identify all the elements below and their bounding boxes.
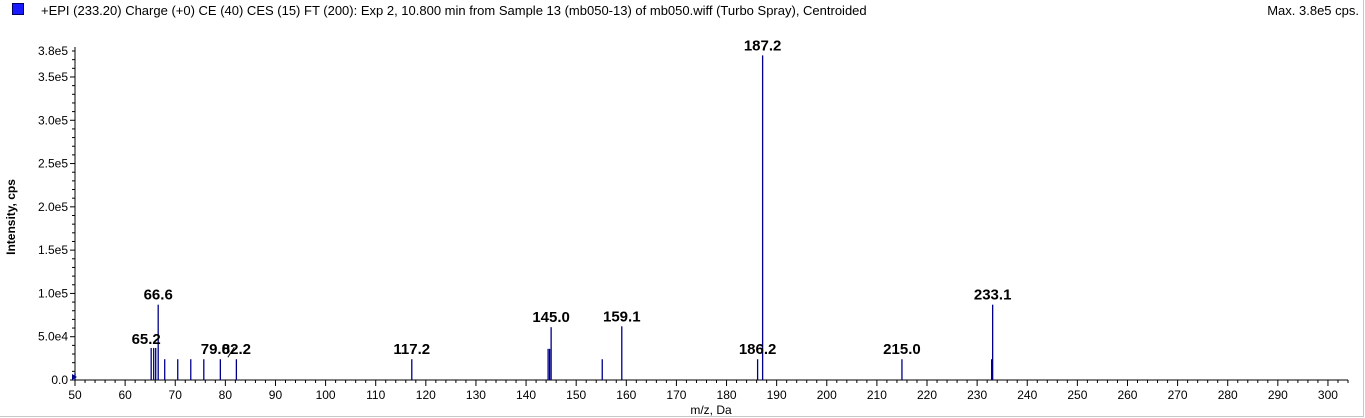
x-tick-label: 120 <box>416 388 436 402</box>
peak-label: 215.0 <box>883 341 921 358</box>
peaks <box>74 55 994 380</box>
peak-label: 186.2 <box>739 341 777 358</box>
chart-header: +EPI (233.20) Charge (+0) CE (40) CES (1… <box>0 0 1365 22</box>
y-tick-label: 3.0e5 <box>38 113 68 127</box>
x-tick-label: 200 <box>817 388 837 402</box>
x-tick-label: 160 <box>616 388 636 402</box>
x-tick-label: 150 <box>566 388 586 402</box>
y-tick-label: 5.0e4 <box>38 330 68 344</box>
legend-swatch[interactable] <box>12 3 24 15</box>
y-tick-label: 1.0e5 <box>38 286 68 300</box>
x-tick-label: 100 <box>316 388 336 402</box>
peak-label: 82.2 <box>222 341 251 358</box>
x-tick-label: 240 <box>1017 388 1037 402</box>
peak-label: 233.1 <box>974 287 1012 304</box>
axes: 50 60 70 80 90 100 110 120 130 140 150 160 170 180 190… <box>38 44 1349 402</box>
peak-label: 79.0 <box>201 341 230 358</box>
x-tick-label: 300 <box>1318 388 1338 402</box>
peak-label: 66.6 <box>144 287 173 304</box>
x-tick-label: 210 <box>867 388 887 402</box>
x-tick-label: 70 <box>169 388 183 402</box>
y-tick-label: 3.8e5 <box>38 44 68 58</box>
x-tick-label: 270 <box>1168 388 1188 402</box>
x-tick-label: 110 <box>366 388 385 402</box>
x-axis-title: m/z, Da <box>690 403 732 417</box>
peak-label: 159.1 <box>603 308 641 325</box>
x-tick-label: 130 <box>466 388 486 402</box>
x-tick-label: 170 <box>666 388 686 402</box>
x-tick-label: 140 <box>516 388 536 402</box>
peak-label: 187.2 <box>744 37 782 54</box>
x-tick-label: 250 <box>1067 388 1087 402</box>
x-tick-label: 260 <box>1117 388 1137 402</box>
x-tick-label: 220 <box>917 388 937 402</box>
x-tick-label: 60 <box>118 388 132 402</box>
x-tick-label: 50 <box>68 388 82 402</box>
y-tick-label: 0.0 <box>51 373 68 387</box>
y-tick-label: 1.5e5 <box>38 243 68 257</box>
x-tick-label: 230 <box>967 388 987 402</box>
peak-label: 145.0 <box>532 309 570 326</box>
x-tick-label: 290 <box>1268 388 1288 402</box>
x-tick-label: 180 <box>717 388 737 402</box>
spectrum-title: +EPI (233.20) Charge (+0) CE (40) CES (1… <box>41 3 867 18</box>
peak-label: 65.2 <box>132 331 161 348</box>
peak-labels: 187.2 66.6 233.1 145.0 159.1 65.2 79.082.2 117.… <box>132 37 1012 358</box>
x-tick-label: 80 <box>219 388 233 402</box>
peak-label: 117.2 <box>393 341 430 358</box>
x-tick-label: 280 <box>1218 388 1238 402</box>
y-tick-label: 3.5e5 <box>38 70 68 84</box>
y-axis-title: Intensity, cps <box>4 179 18 255</box>
y-tick-label: 2.0e5 <box>38 200 68 214</box>
x-tick-label: 90 <box>269 388 283 402</box>
x-tick-label: 190 <box>767 388 787 402</box>
max-intensity-label: Max. 3.8e5 cps. <box>1267 3 1359 18</box>
y-tick-label: 2.5e5 <box>38 157 68 171</box>
label-leader-line <box>227 346 235 358</box>
